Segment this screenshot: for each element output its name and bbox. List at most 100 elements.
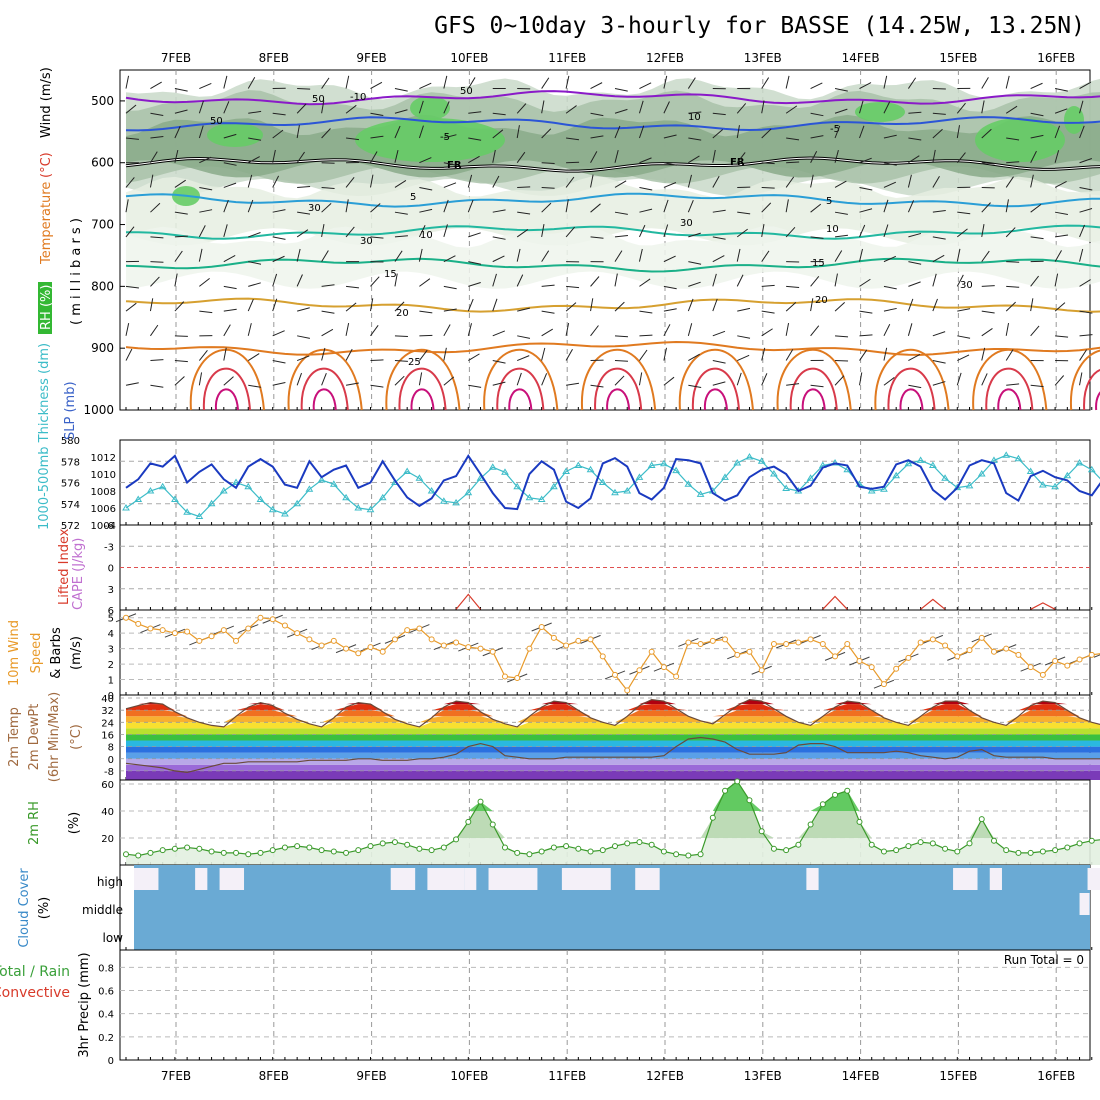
wind-barb: [296, 151, 305, 164]
wind-barb: [125, 322, 130, 336]
temperature-tick-label: 24: [101, 718, 114, 729]
wind-barb: [541, 128, 552, 139]
cloud-gap: [806, 868, 819, 890]
wind-barb: [174, 211, 188, 215]
wind-speed-line-marker: [563, 642, 570, 649]
wind-barb: [321, 347, 326, 361]
wind-barb: [370, 298, 374, 312]
wind-barb: [223, 285, 237, 290]
warm-contour: [189, 349, 265, 411]
wind-barb: [370, 81, 383, 89]
thickness-line: [125, 454, 1100, 511]
wind-barb: [834, 211, 848, 215]
wind-panel-frame: [119, 609, 1091, 696]
wind-barb: [810, 203, 822, 213]
wind-barb: [492, 149, 496, 163]
slp-line-marker: [1063, 471, 1072, 479]
wind-barb: [786, 161, 800, 164]
wind-barb: [1005, 301, 1016, 312]
wind-barb: [492, 236, 506, 240]
rh-high-region: [355, 118, 505, 162]
wind-speed-line-marker: [587, 636, 594, 643]
wind-barb: [247, 174, 253, 188]
wind-barb: [516, 372, 522, 386]
wind-speed-line-marker: [819, 641, 826, 647]
wind-barb: [541, 162, 555, 164]
rh-line-marker: [880, 848, 887, 855]
slp-line-marker: [207, 499, 216, 507]
precip-panel: 0.8 0.6 0.4 0.2 0 Run Total = 0 Total / Rain Co…: [0, 949, 1093, 1067]
wind-barb: [859, 310, 873, 314]
wind-barb: [614, 360, 629, 362]
wind-barb: [516, 151, 526, 164]
wind-barb: [761, 373, 768, 386]
slp-line-marker: [219, 487, 228, 494]
wind-barb: [443, 324, 451, 337]
hottest-contour: [1095, 391, 1100, 411]
li-tick-label: 0: [108, 564, 114, 575]
temperature-band: [126, 710, 1100, 717]
wind-barb: [957, 354, 970, 361]
wind-barb: [614, 108, 628, 114]
wind-barb: [394, 180, 407, 188]
wind-speed-line-marker: [599, 653, 606, 660]
wind-axis-label-part: Speed: [29, 633, 44, 674]
cloud-gap: [134, 868, 159, 890]
wind-barb: [957, 335, 971, 339]
date-label-bottom: 12FEB: [646, 1069, 684, 1083]
wind-barb: [883, 323, 891, 337]
warm-contour: [581, 349, 657, 411]
isotherm--5: [125, 116, 1100, 132]
wind-barb: [1054, 108, 1068, 114]
rh-axis-label: 2m RH: [27, 801, 42, 845]
wind-speed-line-marker: [709, 637, 716, 644]
wind-barb: [248, 384, 262, 388]
pressure-tick-label: 800: [91, 279, 114, 293]
wind-barb: [370, 276, 380, 287]
lifted-index-panel: -6 -3 0 3 6 Lifted Index CAPE (J/kg): [57, 521, 1093, 617]
wind-barb: [272, 360, 286, 364]
rh-line-marker: [844, 787, 851, 794]
hottest-contour: [410, 388, 435, 411]
thickness-tick-label: 580: [61, 436, 80, 447]
wind-barb: [981, 162, 995, 165]
wind-barb: [394, 335, 408, 338]
wind-barb: [1054, 150, 1060, 163]
wind-barb: [150, 135, 164, 139]
wind-barb: [468, 282, 481, 287]
wind-barb: [125, 348, 133, 361]
wind-speed-line-marker: [942, 642, 949, 649]
wind-barb: [981, 77, 989, 89]
pressure-tick-label: 1000: [83, 403, 114, 417]
precip-panel-frame: [119, 949, 1091, 1061]
wind-barb: [663, 347, 667, 361]
wind-speed-line-marker: [477, 645, 484, 652]
wind-barb: [1030, 134, 1044, 139]
wind-speed-line-marker: [269, 616, 276, 623]
rh-line-marker: [673, 851, 680, 858]
wind-barb: [908, 384, 922, 389]
wind-barb: [247, 77, 256, 89]
wind-barb: [1005, 176, 1014, 188]
wind-barb: [810, 174, 814, 188]
wind-barb: [174, 250, 183, 262]
wind-barb: [614, 273, 618, 287]
wind-speed-line-marker: [330, 637, 337, 644]
wind-barb: [150, 276, 160, 287]
wind-barb: [883, 199, 889, 213]
wind-barb: [638, 224, 646, 238]
wind-barb: [614, 88, 628, 92]
wind-speed-line-marker: [1064, 662, 1071, 669]
wind-speed-line-marker: [636, 667, 643, 674]
wind-barb: [834, 150, 839, 163]
wind-speed-line-marker: [440, 642, 447, 649]
slp-line-marker: [1087, 465, 1096, 473]
date-label-top: 15FEB: [939, 51, 977, 65]
wind-barb: [932, 254, 945, 263]
wind-barb: [810, 112, 824, 117]
cloud-cover-panel: high middle low Cloud Cover (%): [17, 864, 1100, 951]
wind-barb: [957, 211, 971, 215]
wind-barb: [883, 255, 897, 263]
wind-barb: [736, 152, 746, 164]
wind-barb: [1030, 174, 1034, 188]
